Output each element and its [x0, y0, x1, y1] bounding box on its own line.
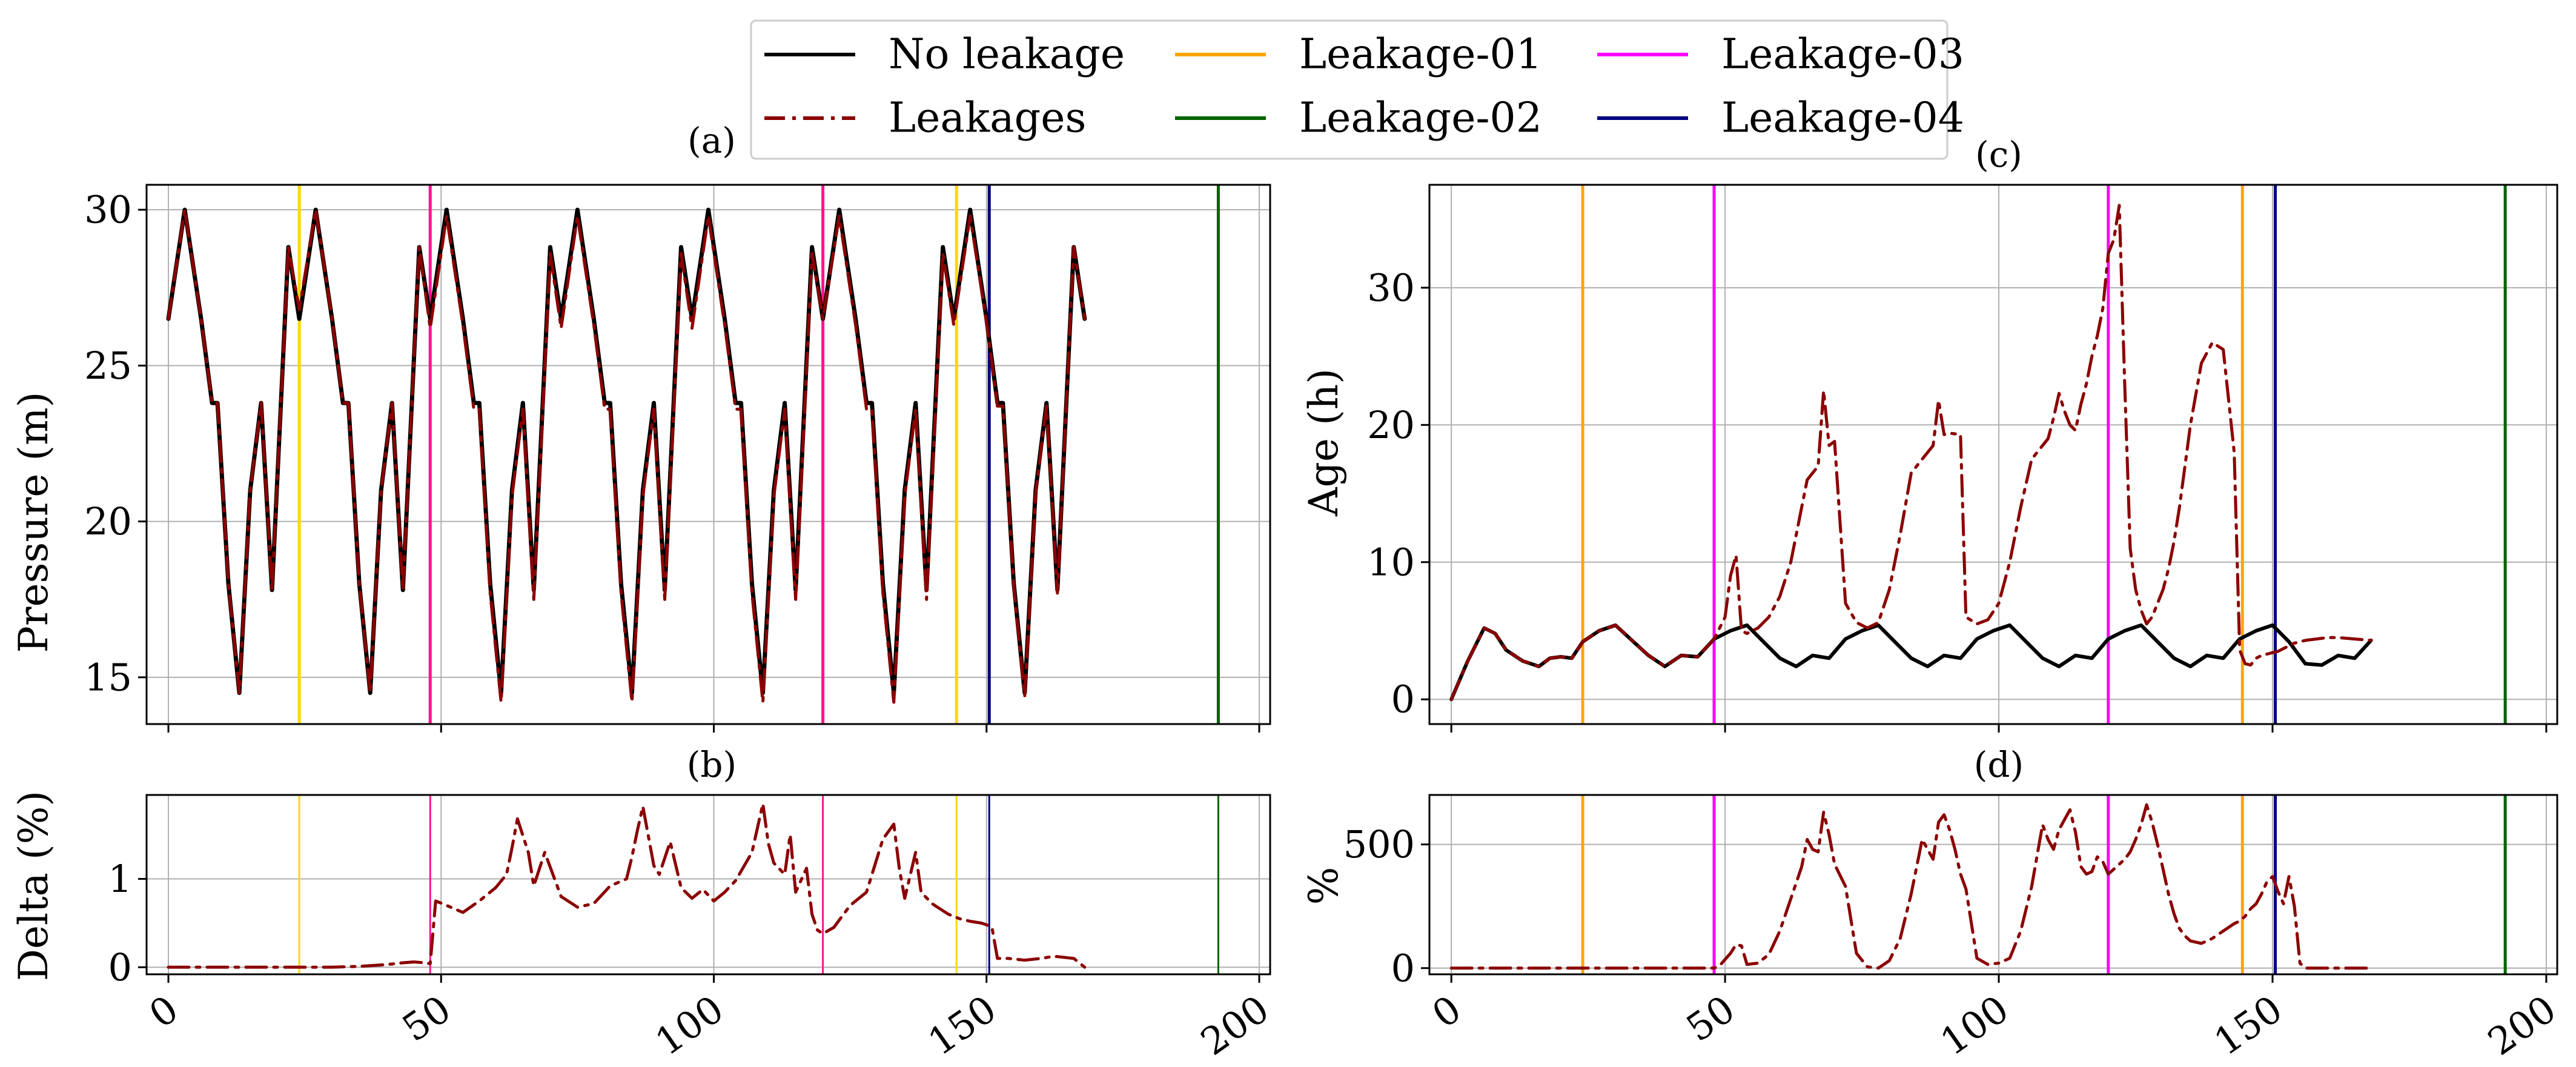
y-tick-label: 0 [1391, 677, 1415, 722]
series-line-leakages [1449, 803, 2373, 970]
y-tick-label: 1 [108, 857, 132, 901]
series-line-leakages [167, 208, 1087, 704]
x-tick-label: 100 [647, 987, 732, 1065]
panel-d: (d) % 0 50 100 150 200 0 500 [1300, 744, 2564, 1064]
y-tick-label: 25 [84, 344, 132, 388]
panel-a: (a) Pressure (m) 15 20 25 30 [10, 120, 1271, 733]
legend-label: Leakage-04 [1721, 95, 1964, 142]
y-tick-label: 30 [1367, 265, 1415, 310]
panel-title-d: (d) [1974, 744, 2024, 785]
legend-label: Leakage-02 [1299, 95, 1542, 142]
series-line-leakages [167, 802, 1087, 969]
y-axis-label-c: Age (h) [1300, 368, 1347, 517]
y-tick-label: 500 [1343, 822, 1415, 866]
y-axis-label-a: Pressure (m) [10, 392, 57, 653]
plot-frame-a [145, 184, 1271, 725]
plot-frame-c [1428, 184, 2558, 725]
panel-c: (c) Age (h) 0 10 20 30 [1300, 134, 2558, 733]
y-tick-label: 0 [1391, 946, 1415, 990]
plot-frame-b [145, 794, 1271, 976]
y-tick-label: 10 [1367, 540, 1415, 584]
panel-title-b: (b) [687, 744, 737, 785]
plot-frame-d [1428, 794, 2558, 976]
y-axis-label-b: Delta (%) [10, 791, 57, 981]
panel-b: (b) Delta (%) 0 50 100 150 200 0 1 [10, 744, 1277, 1064]
x-tick-label: 0 [1424, 987, 1469, 1037]
x-tick-label: 0 [141, 987, 186, 1037]
x-tick-label: 150 [920, 987, 1004, 1065]
x-tick-label: 100 [1932, 987, 2016, 1065]
x-tick-label: 200 [1193, 987, 1277, 1065]
y-tick-label: 20 [84, 499, 132, 543]
y-tick-label: 15 [84, 655, 132, 699]
x-tick-label: 200 [2480, 987, 2564, 1065]
series-line-leakages [1449, 204, 2373, 701]
x-tick-label: 50 [1678, 987, 1743, 1051]
legend-label: Leakages [889, 95, 1086, 142]
legend-label: Leakage-01 [1299, 31, 1542, 79]
y-tick-label: 20 [1367, 403, 1415, 447]
panel-title-c: (c) [1975, 134, 2022, 175]
y-tick-label: 30 [84, 188, 132, 232]
y-axis-label-d: % [1300, 867, 1347, 905]
x-tick-label: 150 [2206, 987, 2290, 1065]
y-tick-label: 0 [108, 945, 132, 989]
legend: No leakage Leakages Leakage-01 Leakage-02 Le… [750, 19, 1964, 160]
x-tick-label: 50 [394, 987, 459, 1051]
legend-label: No leakage [889, 31, 1125, 79]
legend-label: Leakage-03 [1721, 31, 1964, 79]
panel-title-a: (a) [687, 120, 736, 161]
